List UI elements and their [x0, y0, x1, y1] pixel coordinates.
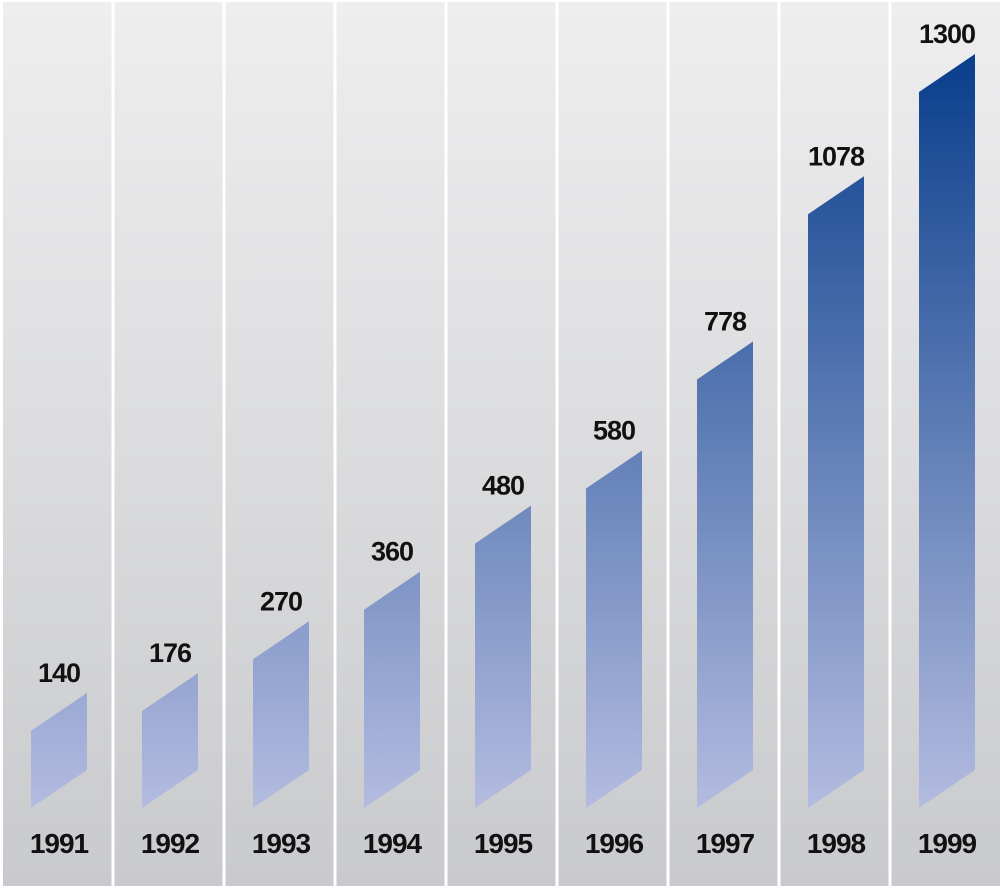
bar-1996: [586, 450, 642, 808]
category-label: 1995: [474, 828, 533, 859]
value-label: 176: [149, 638, 192, 668]
bar-1997: [697, 341, 753, 808]
value-label: 1078: [808, 141, 865, 171]
category-label: 1992: [141, 828, 200, 859]
bar-1993: [253, 621, 309, 808]
category-label: 1994: [363, 828, 423, 859]
value-label: 270: [260, 586, 302, 616]
bar-1999: [919, 54, 975, 808]
bar-1995: [475, 505, 531, 808]
value-labels: 140 176 270 360 480 580 778 1078 1300: [38, 19, 976, 688]
bar-1992: [142, 673, 198, 808]
value-label: 580: [593, 416, 635, 446]
bars: [31, 54, 975, 809]
value-label: 140: [38, 658, 80, 688]
category-label: 1993: [252, 828, 311, 859]
category-label: 1999: [918, 828, 977, 859]
category-label: 1991: [30, 828, 89, 859]
bar-1991: [31, 692, 87, 808]
bar-1994: [364, 571, 420, 808]
value-label: 360: [371, 537, 413, 567]
value-label: 480: [482, 471, 524, 501]
category-label: 1998: [807, 828, 866, 859]
value-label: 1300: [919, 19, 975, 49]
category-label: 1996: [585, 828, 644, 859]
bar-1998: [808, 176, 864, 809]
category-label: 1997: [696, 828, 755, 859]
value-label: 778: [704, 307, 747, 337]
category-labels: 1991 1992 1993 1994 1995 1996 1997 1998 1999: [30, 828, 978, 859]
